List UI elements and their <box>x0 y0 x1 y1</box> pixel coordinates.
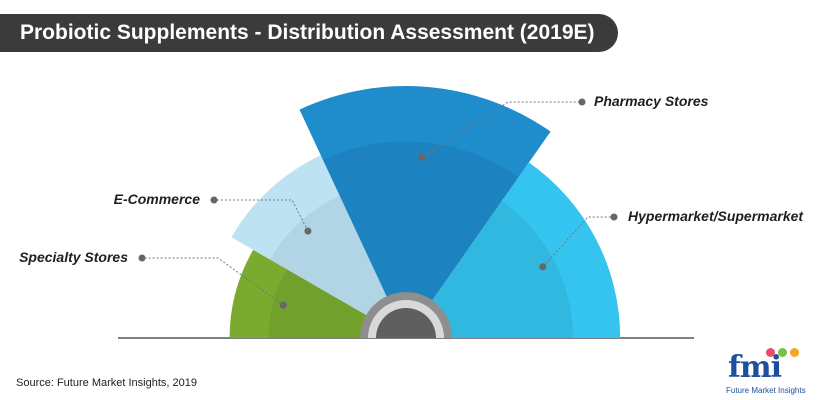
chart-title: Probiotic Supplements - Distribution Ass… <box>20 21 595 44</box>
logo-dot-icon <box>790 348 799 357</box>
segment-inner-band <box>269 195 406 338</box>
segment-specialty-stores <box>229 249 406 338</box>
logo-text: Future Market Insights <box>726 386 806 395</box>
segment-label: Specialty Stores <box>19 249 128 265</box>
callout-leader <box>142 257 284 306</box>
title-bar: Probiotic Supplements - Distribution Ass… <box>0 14 618 52</box>
segment-label: Hypermarket/Supermarket <box>628 208 804 224</box>
segment-label: E-Commerce <box>114 191 201 207</box>
segment-inner-band <box>406 201 574 338</box>
segment-pharmacy-stores <box>299 85 551 338</box>
segment-e-commerce <box>231 155 406 338</box>
callout-end-dot <box>210 196 218 204</box>
fmi-logo: fmi Future Market Insights <box>726 348 816 396</box>
logo-dot-icon <box>778 348 787 357</box>
segment-inner-band <box>322 141 519 338</box>
segment-hypermarket-supermarket <box>406 162 621 338</box>
source-note: Source: Future Market Insights, 2019 <box>16 377 197 389</box>
logo-dot-icon <box>766 348 775 357</box>
callout-end-dot <box>138 254 146 262</box>
logo-mark: fmi <box>728 350 782 385</box>
callout-end-dot <box>610 213 618 221</box>
callout-leader <box>542 216 614 268</box>
hub-core <box>376 308 436 338</box>
segment-label: Pharmacy Stores <box>594 93 709 109</box>
callout-end-dot <box>578 98 586 106</box>
